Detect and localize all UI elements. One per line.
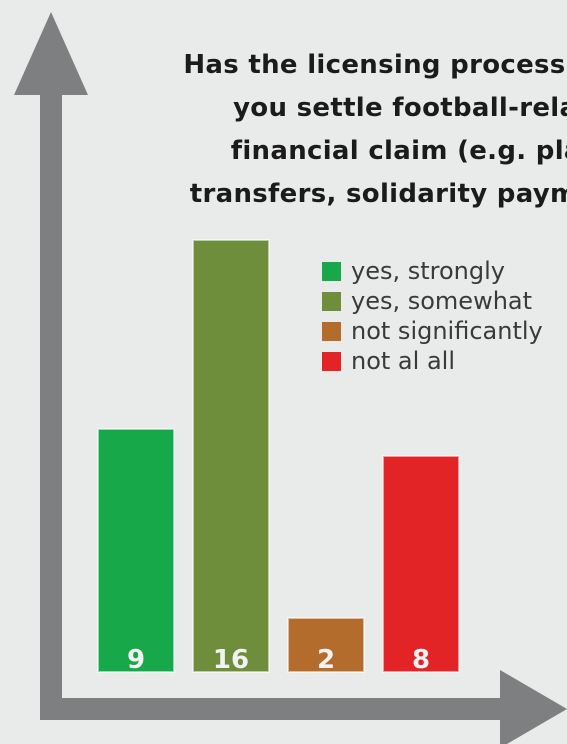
chart-title-line-3: financial claim (e.g. player — [230, 136, 567, 166]
legend-item: yes, strongly — [322, 256, 543, 286]
y-axis-line — [40, 95, 62, 720]
legend-item: yes, somewhat — [322, 286, 543, 316]
bar-not-significantly — [287, 617, 365, 673]
legend-label: not significantly — [351, 317, 543, 345]
chart-title-line-2: you settle football-related — [233, 93, 567, 123]
chart-legend: yes, strongly yes, somewhat not signific… — [322, 256, 543, 376]
x-axis-line — [40, 698, 500, 720]
legend-swatch — [322, 261, 341, 281]
bar-not-al-all — [382, 455, 460, 673]
bar-yes-somewhat — [192, 239, 270, 673]
legend-swatch — [322, 291, 341, 311]
chart-title-line-4: transfers, solidarity payments)? — [189, 179, 567, 209]
axes-layer — [14, 12, 567, 744]
bars-layer — [97, 239, 460, 673]
legend-swatch — [322, 351, 341, 371]
bar-value-label: 16 — [213, 645, 249, 675]
legend-item: not al all — [322, 346, 543, 376]
legend-label: yes, somewhat — [351, 287, 533, 315]
x-axis-arrowhead — [500, 670, 567, 744]
legend-label: yes, strongly — [351, 257, 505, 285]
legend-swatch — [322, 321, 341, 341]
bar-value-label: 2 — [317, 645, 335, 675]
legend-label: not al all — [351, 347, 455, 375]
bar-value-label: 8 — [412, 645, 430, 675]
bar-value-label: 9 — [127, 645, 145, 675]
bar-yes-strongly — [97, 428, 175, 673]
value-labels-layer: 9 16 2 8 — [127, 645, 430, 675]
y-axis-arrowhead — [14, 12, 88, 95]
chart-title-line-1: Has the licensing process helped — [183, 50, 567, 80]
legend-item: not significantly — [322, 316, 543, 346]
